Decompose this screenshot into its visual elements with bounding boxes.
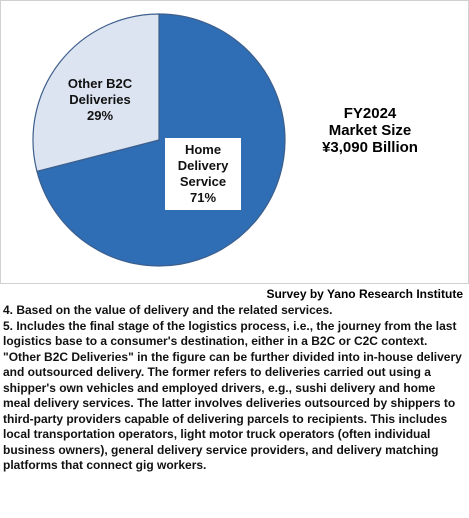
notes: 4. Based on the value of delivery and th…: [3, 303, 465, 474]
pie-slice: [32, 13, 160, 173]
slice-name: Home Delivery Service: [177, 142, 229, 189]
slice-name: Other B2C Deliveries: [67, 76, 133, 107]
note: 5. Includes the final stage of the logis…: [3, 318, 462, 473]
annotation-line: ¥3,090 Billion: [322, 139, 418, 156]
annotation-line: Market Size: [328, 122, 412, 139]
note: 4. Based on the value of delivery and th…: [3, 303, 333, 317]
annotation-line: FY2024: [343, 105, 397, 122]
source: Survey by Yano Research Institute: [266, 287, 463, 301]
slice-value: 29%: [86, 108, 114, 123]
slice-label: Other B2C Deliveries 29%: [55, 76, 145, 124]
slice-label: Home Delivery Service 71%: [165, 138, 241, 210]
slice-value: 71%: [189, 190, 217, 205]
annotation: FY2024 Market Size ¥3,090 Billion: [300, 105, 440, 156]
